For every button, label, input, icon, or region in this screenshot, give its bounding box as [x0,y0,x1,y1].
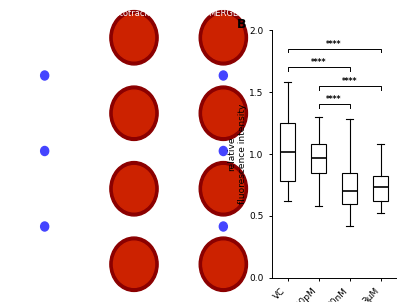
Circle shape [110,162,158,216]
Circle shape [199,11,248,65]
Circle shape [199,162,248,216]
Circle shape [114,90,154,137]
Circle shape [41,146,49,156]
Circle shape [41,222,49,231]
Text: ****: **** [326,95,342,104]
Y-axis label: relative
fluorescence intensity: relative fluorescence intensity [227,104,246,204]
Text: ****: **** [311,58,326,67]
Circle shape [114,241,154,288]
Circle shape [203,241,244,288]
Circle shape [199,237,248,291]
Text: ****: **** [342,77,357,86]
Text: 300 pM: 300 pM [3,100,31,109]
Circle shape [219,222,227,231]
Circle shape [110,86,158,140]
Text: 3 μM: 3 μM [3,251,22,260]
PathPatch shape [280,123,295,181]
Text: A: A [5,9,15,22]
Circle shape [203,14,244,61]
Circle shape [199,86,248,140]
Circle shape [110,237,158,291]
Text: DNA: DNA [35,9,54,18]
Circle shape [41,71,49,80]
Circle shape [203,90,244,137]
Text: ****: **** [326,40,342,49]
Text: B: B [237,18,247,31]
PathPatch shape [373,176,388,201]
Circle shape [203,165,244,212]
Text: Mitotracker: Mitotracker [110,9,158,18]
Circle shape [114,14,154,61]
Text: 30 nM: 30 nM [3,175,26,184]
PathPatch shape [342,173,357,204]
Circle shape [110,11,158,65]
Text: VC: VC [3,24,13,33]
PathPatch shape [311,144,326,173]
Circle shape [219,146,227,156]
Text: MERGE: MERGE [208,9,238,18]
Circle shape [219,71,227,80]
Circle shape [114,165,154,212]
